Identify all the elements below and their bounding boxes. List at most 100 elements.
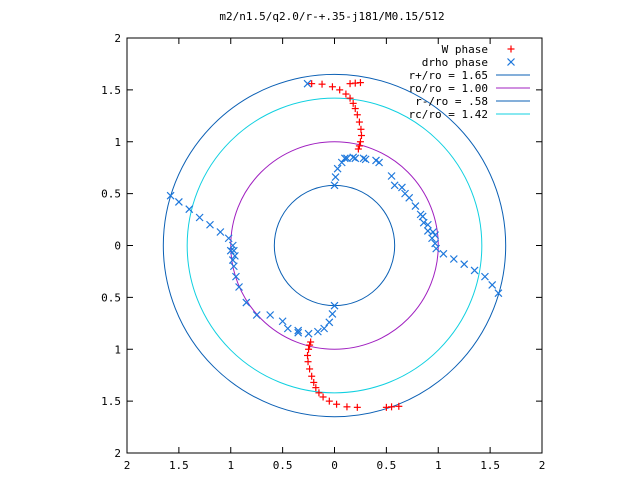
point-0-30 (305, 345, 313, 353)
point-1-11 (330, 181, 339, 190)
point-0-26 (308, 372, 316, 380)
point-0-21 (325, 397, 333, 405)
series-w-phase (304, 79, 403, 411)
point-1-1 (166, 191, 175, 200)
point-1-48 (232, 272, 240, 281)
point-0-8 (353, 111, 361, 119)
point-1-63 (431, 231, 440, 240)
point-1-24 (419, 218, 428, 227)
y-axis: 2 1.5 1 0.5 0 0.5 1 1.5 2 (101, 32, 542, 460)
point-0-4 (342, 90, 350, 98)
legend-label-5: rc/ro = 1.42 (409, 108, 488, 121)
point-1-20 (398, 183, 406, 192)
x-tick-label-1: 1.5 (169, 459, 189, 472)
point-1-60 (418, 212, 427, 221)
point-1-3 (185, 205, 194, 214)
point-1-56 (361, 155, 370, 164)
point-0-2 (328, 83, 336, 91)
point-0-18 (353, 403, 361, 411)
point-0-20 (333, 400, 341, 408)
point-1-61 (423, 220, 432, 229)
point-1-44 (266, 311, 275, 319)
point-0-1 (318, 80, 326, 88)
y-tick-label-2: 1 (114, 136, 121, 149)
point-1-34 (488, 281, 497, 289)
circles (162, 73, 507, 418)
point-1-14 (337, 158, 346, 167)
circle-3 (186, 97, 483, 394)
point-1-12 (331, 173, 340, 181)
chart-title: m2/n1.5/q2.0/r-+.35-j181/M0.15/512 (219, 10, 444, 23)
point-0-22 (319, 393, 327, 401)
circle-1 (230, 141, 439, 350)
point-1-42 (294, 326, 303, 335)
point-1-50 (242, 298, 251, 307)
point-1-41 (304, 329, 313, 338)
y-tick-label-0: 2 (114, 32, 121, 45)
point-0-6 (349, 99, 357, 107)
point-0-28 (304, 358, 312, 366)
legend-label-2: r+/ro = 1.65 (409, 69, 488, 82)
point-1-38 (325, 318, 334, 327)
x-tick-label-3: 0.5 (273, 459, 293, 472)
point-0-17 (346, 80, 354, 88)
point-0-25 (310, 378, 318, 386)
point-1-6 (216, 228, 225, 236)
x-tick-label-7: 1.5 (480, 459, 500, 472)
point-0-11 (357, 132, 365, 140)
point-1-49 (235, 283, 243, 291)
point-1-52 (283, 324, 292, 333)
x-tick-label-0: 2 (124, 459, 131, 472)
point-1-54 (340, 154, 349, 163)
legend-marker-0 (507, 45, 515, 53)
point-1-35 (494, 289, 503, 298)
point-0-7 (351, 105, 359, 113)
point-1-28 (432, 244, 441, 253)
legend-label-3: ro/ro = 1.00 (409, 82, 488, 95)
point-1-17 (359, 154, 368, 163)
x-tick-label-2: 1 (227, 459, 234, 472)
point-0-3 (336, 86, 344, 94)
point-1-16 (349, 153, 358, 162)
point-0-5 (346, 94, 354, 102)
y-tick-label-3: 0.5 (101, 188, 121, 201)
y-tick-label-7: 1.5 (101, 395, 121, 408)
point-0-31 (306, 341, 314, 349)
point-0-19 (343, 403, 351, 411)
point-0-9 (355, 118, 363, 126)
point-1-55 (351, 154, 360, 163)
y-tick-label-4: 0 (114, 240, 121, 253)
point-1-39 (320, 324, 329, 333)
x-tick-label-8: 2 (539, 459, 546, 472)
circle-0 (162, 73, 507, 418)
y-tick-label-5: 0.5 (101, 291, 121, 304)
circle-2 (273, 184, 396, 307)
point-0-24 (312, 384, 320, 392)
point-1-5 (206, 220, 214, 229)
point-1-4 (195, 213, 204, 222)
point-1-40 (313, 327, 322, 336)
x-tick-label-4: 0 (331, 459, 338, 472)
point-1-15 (343, 154, 351, 163)
point-0-29 (304, 351, 312, 359)
point-1-45 (226, 246, 235, 255)
legend-label-0: W phase (442, 43, 488, 56)
point-0-34 (388, 403, 396, 411)
point-1-29 (439, 249, 448, 258)
point-1-22 (411, 202, 420, 210)
point-1-47 (229, 262, 238, 271)
point-1-57 (372, 156, 380, 165)
point-0-0 (308, 80, 316, 88)
x-tick-label-6: 1 (435, 459, 442, 472)
point-1-33 (481, 272, 489, 281)
point-1-36 (330, 301, 339, 310)
y-tick-label-1: 1.5 (101, 84, 121, 97)
point-1-2 (174, 198, 183, 206)
legend-label-4: r-/ro = .58 (415, 95, 488, 108)
point-1-31 (460, 260, 469, 269)
point-0-14 (354, 145, 362, 153)
point-1-53 (294, 328, 303, 337)
point-1-10 (230, 251, 239, 260)
